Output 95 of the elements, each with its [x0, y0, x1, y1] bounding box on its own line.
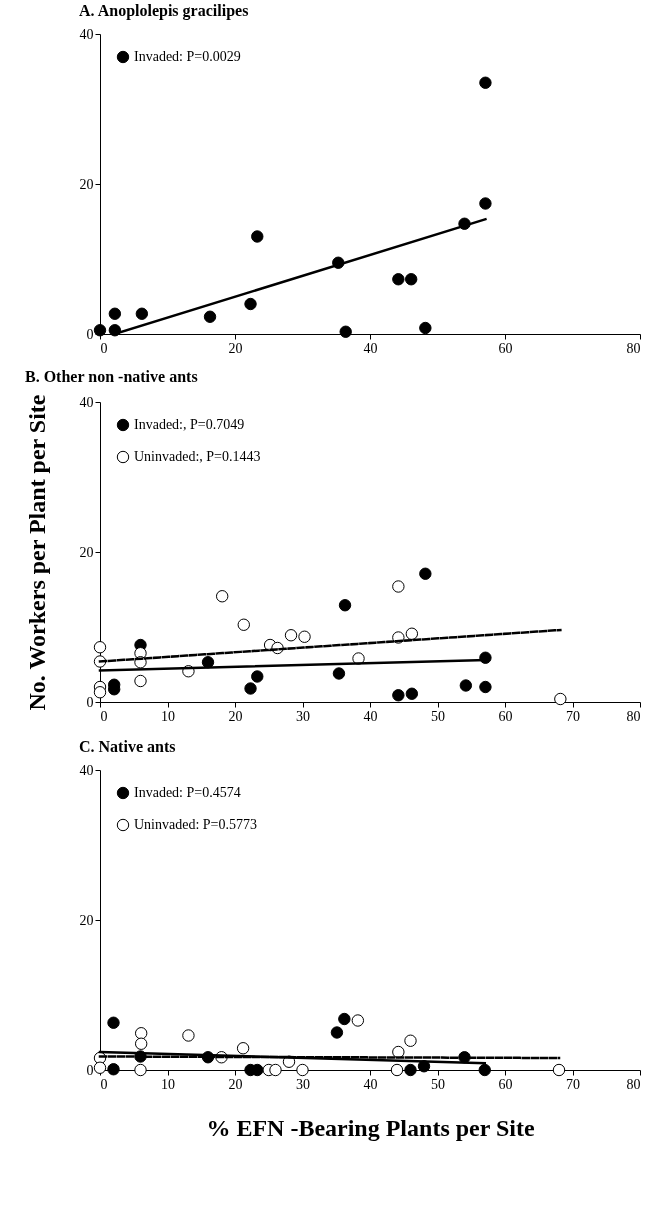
- point: [107, 1063, 120, 1076]
- legend-label: Uninvaded: P=0.5773: [134, 817, 257, 832]
- point: [339, 325, 352, 338]
- legend-label: Uninvaded:, P=0.1443: [134, 449, 261, 464]
- legend-label: Invaded: P=0.4574: [134, 785, 241, 800]
- point: [236, 1042, 250, 1055]
- point: [405, 687, 419, 700]
- point: [405, 627, 419, 640]
- point: [269, 1063, 282, 1077]
- x-tick-label: 60: [498, 340, 513, 356]
- x-tick-label: 70: [566, 1076, 580, 1092]
- point: [351, 1014, 365, 1027]
- legend-label: Invaded:, P=0.7049: [134, 417, 245, 432]
- x-tick-label: 60: [498, 708, 513, 724]
- point: [554, 692, 567, 706]
- x-tick-label: 70: [566, 708, 580, 724]
- point: [330, 1026, 344, 1039]
- point: [108, 307, 122, 320]
- x-tick-label: 40: [363, 1076, 378, 1092]
- y-tick-label: 40: [79, 762, 94, 778]
- point: [93, 686, 107, 699]
- x-tick-label: 80: [626, 1076, 641, 1092]
- x-tick-label: 80: [626, 340, 641, 356]
- point: [392, 580, 405, 593]
- y-tick-label: 0: [86, 326, 94, 342]
- point: [552, 1063, 566, 1077]
- x-tick-label: 20: [228, 708, 243, 724]
- point: [479, 197, 492, 210]
- y-axis-title: No. Workers per Plant per Site: [23, 394, 50, 711]
- point: [203, 310, 217, 323]
- point: [244, 682, 257, 695]
- point: [251, 230, 264, 243]
- x-tick-label: 0: [100, 1076, 108, 1092]
- point: [284, 629, 298, 642]
- x-tick-label: 50: [431, 1076, 445, 1092]
- x-tick-label: 0: [100, 340, 108, 356]
- y-tick-label: 40: [79, 394, 94, 410]
- x-tick-label: 0: [100, 708, 108, 724]
- x-tick-label: 30: [296, 1076, 310, 1092]
- x-tick-label: 10: [161, 708, 175, 724]
- point: [479, 76, 492, 89]
- point: [392, 273, 405, 286]
- point: [479, 680, 492, 694]
- chart-title: A. Anoplolepis gracilipes: [79, 2, 249, 20]
- point: [93, 1061, 107, 1074]
- x-tick-label: 40: [363, 708, 378, 724]
- point: [404, 1034, 417, 1047]
- x-tick-label: 20: [228, 1076, 243, 1092]
- y-tick-label: 20: [79, 912, 94, 928]
- point: [404, 273, 418, 286]
- point: [479, 651, 492, 664]
- x-axis-title: % EFN -Bearing Plants per Site: [206, 1114, 535, 1141]
- y-tick-label: 40: [79, 26, 94, 42]
- chart-title: B. Other non -native ants: [25, 368, 198, 386]
- point: [338, 599, 352, 612]
- x-tick-label: 40: [363, 340, 378, 356]
- point: [135, 307, 149, 320]
- point: [107, 1016, 120, 1029]
- point: [237, 618, 250, 631]
- point: [392, 689, 405, 702]
- x-tick-label: 10: [161, 1076, 175, 1092]
- y-tick-label: 0: [86, 1062, 94, 1078]
- x-tick-label: 30: [296, 708, 310, 724]
- point: [298, 630, 311, 643]
- point: [134, 674, 147, 688]
- point: [404, 1063, 417, 1077]
- point: [459, 679, 473, 692]
- point: [134, 1027, 148, 1040]
- point: [251, 1063, 264, 1077]
- point: [108, 324, 122, 337]
- point: [478, 1063, 491, 1077]
- point: [93, 324, 107, 337]
- point: [338, 1012, 351, 1026]
- point: [134, 1037, 148, 1050]
- y-tick-label: 0: [86, 694, 94, 710]
- point: [134, 1063, 147, 1077]
- x-tick-label: 80: [626, 708, 641, 724]
- x-tick-label: 50: [431, 708, 445, 724]
- y-tick-label: 20: [79, 544, 94, 560]
- point: [215, 590, 229, 603]
- point: [392, 1045, 405, 1059]
- x-tick-label: 60: [498, 1076, 513, 1092]
- x-tick-label: 20: [228, 340, 243, 356]
- point: [182, 1029, 195, 1042]
- point: [419, 567, 432, 580]
- point: [251, 670, 264, 683]
- point: [296, 1063, 309, 1077]
- legend-label: Invaded: P=0.0029: [134, 49, 241, 64]
- point: [390, 1063, 404, 1077]
- point: [244, 297, 257, 311]
- chart-title: C. Native ants: [79, 738, 176, 755]
- y-tick-label: 20: [79, 176, 94, 192]
- point: [419, 321, 432, 335]
- point: [93, 641, 107, 654]
- point: [332, 667, 346, 680]
